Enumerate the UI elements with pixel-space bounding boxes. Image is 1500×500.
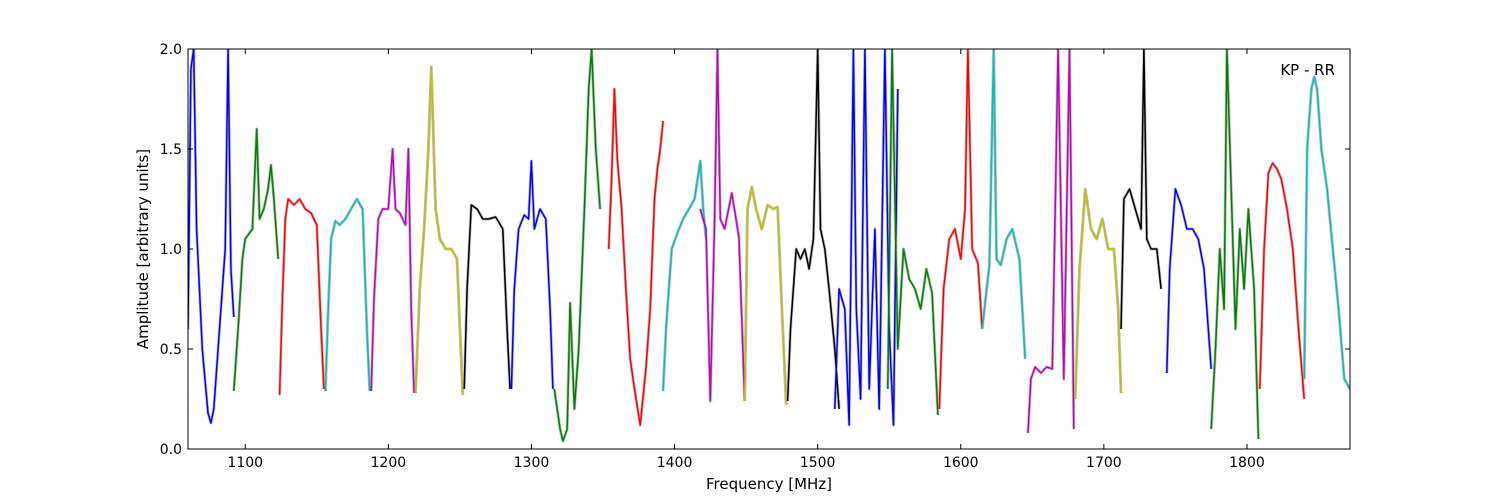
series-line-24 [1259, 162, 1305, 400]
series-line-17 [938, 49, 983, 410]
series-line-21 [1120, 49, 1162, 330]
y-tick-label: 0.0 [160, 442, 182, 458]
ticks-layer: 1100 1200 1300 1400 1500 1600 1700 1800 0.0 0.5 1.… [160, 42, 1350, 471]
series-line-13 [743, 186, 787, 406]
series-line-11 [662, 160, 707, 392]
x-tick-label: 1400 [657, 455, 693, 471]
series-line-3 [278, 198, 325, 396]
series-line-7 [463, 204, 511, 390]
y-tick-label: 0.5 [160, 342, 182, 358]
x-tick-label: 1800 [1229, 455, 1265, 471]
x-tick-label: 1200 [371, 455, 407, 471]
series-line-10 [607, 88, 664, 426]
x-tick-label: 1700 [1086, 455, 1122, 471]
series-line-18 [981, 49, 1026, 360]
series-line-23 [1210, 49, 1260, 440]
series-line-14 [786, 49, 840, 410]
panel-annotation: KP - RR [1280, 61, 1335, 79]
series-line-2 [233, 128, 279, 392]
x-tick-label: 1600 [943, 455, 979, 471]
series-line-4 [324, 198, 371, 392]
series-line-1 [188, 49, 235, 424]
series-line-16 [887, 49, 939, 416]
y-tick-label: 1.0 [160, 242, 182, 258]
series-line-9 [553, 49, 601, 442]
x-tick-label: 1300 [514, 455, 550, 471]
x-tick-label: 1500 [800, 455, 836, 471]
x-axis-label: Frequency [MHz] [706, 475, 832, 493]
series-line-25 [1303, 76, 1350, 390]
series-line-6 [414, 66, 464, 396]
y-tick-label: 2.0 [160, 42, 182, 58]
series-line-19 [1027, 49, 1075, 434]
series-line-15 [834, 49, 899, 426]
x-tick-label: 1100 [227, 455, 263, 471]
series-line-20 [1074, 188, 1122, 400]
series-layer [188, 49, 1350, 442]
series-line-5 [370, 148, 415, 394]
y-tick-label: 1.5 [160, 142, 182, 158]
series-line-22 [1166, 188, 1212, 374]
series-line-8 [510, 160, 554, 390]
series-line-12 [699, 49, 746, 402]
y-axis-label: Amplitude [arbitrary units] [134, 149, 152, 349]
